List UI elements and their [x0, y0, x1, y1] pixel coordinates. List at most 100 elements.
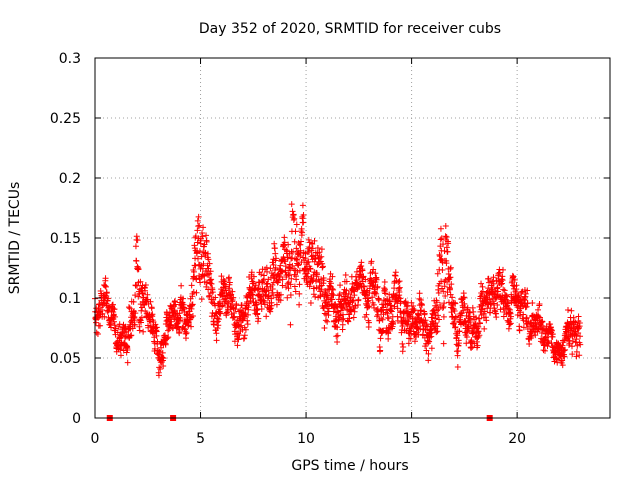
data-point — [236, 323, 243, 330]
data-point — [175, 323, 182, 330]
data-point — [226, 274, 233, 281]
data-point — [426, 338, 433, 345]
data-point — [230, 294, 237, 301]
data-point — [140, 328, 147, 335]
data-point — [366, 303, 373, 310]
data-point — [333, 333, 340, 340]
x-tick-label: 10 — [297, 431, 315, 447]
data-point — [273, 301, 280, 308]
data-point — [364, 304, 371, 311]
data-point — [329, 273, 336, 280]
data-point — [547, 321, 554, 328]
data-point — [176, 317, 183, 324]
x-tick-label: 5 — [196, 431, 205, 447]
data-point — [535, 313, 542, 320]
data-point — [310, 276, 317, 283]
data-point — [132, 243, 139, 250]
data-point — [373, 290, 380, 297]
data-point — [523, 303, 530, 310]
data-point — [456, 328, 463, 335]
data-point — [145, 324, 152, 331]
data-point — [437, 302, 444, 309]
data-point — [363, 311, 370, 318]
plot-frame — [94, 57, 611, 419]
data-point — [443, 233, 450, 240]
data-point — [205, 256, 212, 263]
data-point — [193, 276, 200, 283]
data-point — [208, 299, 215, 306]
data-point — [434, 312, 441, 319]
data-point — [103, 289, 110, 296]
data-point — [532, 332, 539, 339]
data-point — [452, 300, 459, 307]
data-point — [177, 315, 184, 322]
data-point — [242, 326, 249, 333]
data-point — [321, 324, 328, 331]
y-tick-label: 0.25 — [50, 111, 81, 127]
data-point — [129, 325, 136, 332]
data-point — [162, 341, 169, 348]
data-point — [368, 258, 375, 265]
data-point — [373, 276, 380, 283]
data-point — [372, 270, 379, 277]
data-point — [305, 258, 312, 265]
data-point — [207, 268, 214, 275]
data-point — [473, 338, 480, 345]
data-point — [105, 295, 112, 302]
data-point — [529, 300, 536, 307]
data-point — [136, 327, 143, 334]
data-point — [334, 324, 341, 331]
data-point — [199, 265, 206, 272]
data-point — [432, 315, 439, 322]
data-point — [494, 302, 501, 309]
data-point — [286, 272, 293, 279]
data-point — [322, 317, 329, 324]
data-point — [279, 268, 286, 275]
data-point — [334, 339, 341, 346]
data-point — [127, 332, 134, 339]
data-point — [246, 292, 253, 299]
data-point — [440, 313, 447, 320]
data-point — [229, 288, 236, 295]
data-point — [264, 280, 271, 287]
data-point — [404, 302, 411, 309]
data-point — [422, 317, 429, 324]
data-point — [291, 215, 298, 222]
data-point — [516, 327, 523, 334]
data-point — [279, 282, 286, 289]
data-point — [108, 324, 115, 331]
data-point — [292, 228, 299, 235]
data-point — [548, 326, 555, 333]
data-point — [339, 321, 346, 328]
data-point — [111, 306, 118, 313]
data-point — [410, 307, 417, 314]
data-point — [299, 229, 306, 236]
data-point — [213, 337, 220, 344]
data-point — [188, 323, 195, 330]
data-point — [369, 294, 376, 301]
y-tick-labels: 0 0.05 0.1 0.15 0.2 0.25 0.3 — [50, 51, 81, 427]
data-point — [445, 240, 452, 247]
data-point — [508, 313, 515, 320]
data-point — [490, 274, 497, 281]
data-point — [377, 335, 384, 342]
data-point — [369, 269, 376, 276]
data-point — [425, 350, 432, 357]
data-point — [433, 299, 440, 306]
data-point — [472, 314, 479, 321]
data-point — [561, 353, 568, 360]
data-point — [289, 208, 296, 215]
data-point — [447, 285, 454, 292]
data-point — [195, 255, 201, 262]
data-point — [252, 282, 259, 289]
data-point — [385, 335, 392, 342]
data-point — [395, 278, 402, 285]
data-point — [524, 287, 531, 294]
data-point — [455, 340, 462, 347]
data-point — [293, 245, 300, 252]
data-point — [268, 302, 275, 309]
data-point — [277, 291, 284, 298]
data-point — [306, 283, 313, 290]
data-point — [142, 281, 149, 288]
data-point — [447, 266, 454, 273]
